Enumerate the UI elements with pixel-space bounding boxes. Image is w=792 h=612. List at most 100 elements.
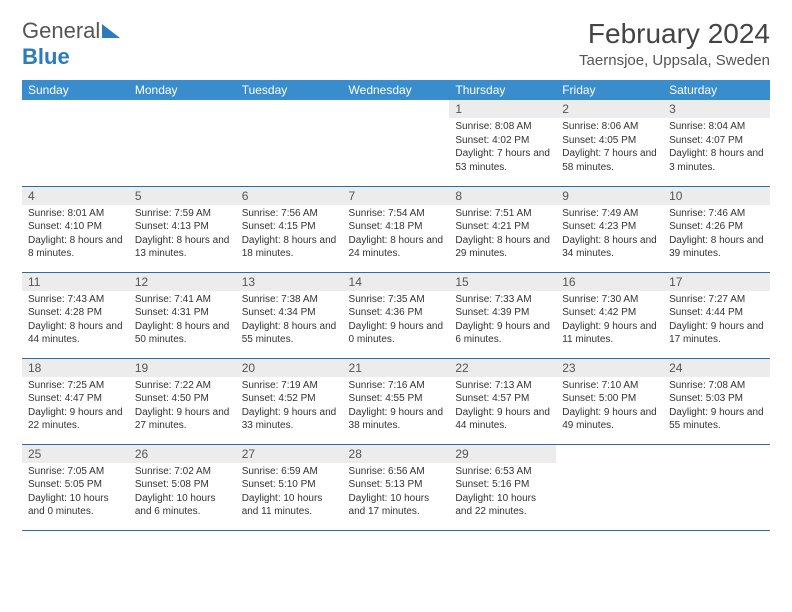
calendar-cell: 26Sunrise: 7:02 AMSunset: 5:08 PMDayligh… — [129, 444, 236, 530]
calendar-cell: 7Sunrise: 7:54 AMSunset: 4:18 PMDaylight… — [343, 186, 450, 272]
calendar-cell: 12Sunrise: 7:41 AMSunset: 4:31 PMDayligh… — [129, 272, 236, 358]
day-info: Sunrise: 7:02 AMSunset: 5:08 PMDaylight:… — [129, 463, 236, 523]
day-number: 24 — [663, 359, 770, 377]
day-number: 27 — [236, 445, 343, 463]
day-info: Sunrise: 6:53 AMSunset: 5:16 PMDaylight:… — [449, 463, 556, 523]
calendar-table: SundayMondayTuesdayWednesdayThursdayFrid… — [22, 80, 770, 531]
calendar-cell: 24Sunrise: 7:08 AMSunset: 5:03 PMDayligh… — [663, 358, 770, 444]
day-info: Sunrise: 7:43 AMSunset: 4:28 PMDaylight:… — [22, 291, 129, 351]
calendar-body: 1Sunrise: 8:08 AMSunset: 4:02 PMDaylight… — [22, 100, 770, 530]
location: Taernsjoe, Uppsala, Sweden — [579, 52, 770, 69]
calendar-cell-empty — [22, 100, 129, 186]
calendar-cell: 22Sunrise: 7:13 AMSunset: 4:57 PMDayligh… — [449, 358, 556, 444]
weekday-header: Sunday — [22, 80, 129, 100]
weekday-header: Tuesday — [236, 80, 343, 100]
day-number: 15 — [449, 273, 556, 291]
day-info: Sunrise: 7:27 AMSunset: 4:44 PMDaylight:… — [663, 291, 770, 351]
day-number: 7 — [343, 187, 450, 205]
day-number: 29 — [449, 445, 556, 463]
day-info: Sunrise: 7:10 AMSunset: 5:00 PMDaylight:… — [556, 377, 663, 437]
calendar-cell-empty — [129, 100, 236, 186]
day-number: 21 — [343, 359, 450, 377]
calendar-row: 25Sunrise: 7:05 AMSunset: 5:05 PMDayligh… — [22, 444, 770, 530]
day-info: Sunrise: 7:16 AMSunset: 4:55 PMDaylight:… — [343, 377, 450, 437]
brand-triangle-icon — [102, 24, 120, 38]
day-number: 13 — [236, 273, 343, 291]
day-number: 20 — [236, 359, 343, 377]
calendar-cell: 4Sunrise: 8:01 AMSunset: 4:10 PMDaylight… — [22, 186, 129, 272]
calendar-cell: 16Sunrise: 7:30 AMSunset: 4:42 PMDayligh… — [556, 272, 663, 358]
calendar-row: 1Sunrise: 8:08 AMSunset: 4:02 PMDaylight… — [22, 100, 770, 186]
weekday-header: Thursday — [449, 80, 556, 100]
day-info: Sunrise: 8:04 AMSunset: 4:07 PMDaylight:… — [663, 118, 770, 178]
day-number: 1 — [449, 100, 556, 118]
day-info: Sunrise: 7:33 AMSunset: 4:39 PMDaylight:… — [449, 291, 556, 351]
calendar-head: SundayMondayTuesdayWednesdayThursdayFrid… — [22, 80, 770, 100]
day-number: 17 — [663, 273, 770, 291]
day-info: Sunrise: 7:38 AMSunset: 4:34 PMDaylight:… — [236, 291, 343, 351]
calendar-cell: 6Sunrise: 7:56 AMSunset: 4:15 PMDaylight… — [236, 186, 343, 272]
day-info: Sunrise: 7:08 AMSunset: 5:03 PMDaylight:… — [663, 377, 770, 437]
brand-part1: General — [22, 18, 100, 43]
day-number: 4 — [22, 187, 129, 205]
calendar-cell: 8Sunrise: 7:51 AMSunset: 4:21 PMDaylight… — [449, 186, 556, 272]
day-info: Sunrise: 7:56 AMSunset: 4:15 PMDaylight:… — [236, 205, 343, 265]
day-number: 25 — [22, 445, 129, 463]
day-info: Sunrise: 8:01 AMSunset: 4:10 PMDaylight:… — [22, 205, 129, 265]
calendar-cell: 29Sunrise: 6:53 AMSunset: 5:16 PMDayligh… — [449, 444, 556, 530]
day-info: Sunrise: 7:35 AMSunset: 4:36 PMDaylight:… — [343, 291, 450, 351]
day-info: Sunrise: 7:22 AMSunset: 4:50 PMDaylight:… — [129, 377, 236, 437]
header: General Blue February 2024 Taernsjoe, Up… — [22, 18, 770, 70]
day-number: 22 — [449, 359, 556, 377]
calendar-row: 4Sunrise: 8:01 AMSunset: 4:10 PMDaylight… — [22, 186, 770, 272]
month-title: February 2024 — [579, 18, 770, 50]
calendar-cell-empty — [236, 100, 343, 186]
day-info: Sunrise: 7:19 AMSunset: 4:52 PMDaylight:… — [236, 377, 343, 437]
calendar-cell: 14Sunrise: 7:35 AMSunset: 4:36 PMDayligh… — [343, 272, 450, 358]
calendar-row: 18Sunrise: 7:25 AMSunset: 4:47 PMDayligh… — [22, 358, 770, 444]
day-number: 11 — [22, 273, 129, 291]
calendar-cell: 5Sunrise: 7:59 AMSunset: 4:13 PMDaylight… — [129, 186, 236, 272]
day-number: 19 — [129, 359, 236, 377]
day-number: 9 — [556, 187, 663, 205]
day-info: Sunrise: 7:59 AMSunset: 4:13 PMDaylight:… — [129, 205, 236, 265]
weekday-header: Saturday — [663, 80, 770, 100]
calendar-cell: 28Sunrise: 6:56 AMSunset: 5:13 PMDayligh… — [343, 444, 450, 530]
calendar-cell: 27Sunrise: 6:59 AMSunset: 5:10 PMDayligh… — [236, 444, 343, 530]
day-number: 28 — [343, 445, 450, 463]
day-info: Sunrise: 8:08 AMSunset: 4:02 PMDaylight:… — [449, 118, 556, 178]
calendar-cell: 19Sunrise: 7:22 AMSunset: 4:50 PMDayligh… — [129, 358, 236, 444]
calendar-cell: 15Sunrise: 7:33 AMSunset: 4:39 PMDayligh… — [449, 272, 556, 358]
calendar-cell: 10Sunrise: 7:46 AMSunset: 4:26 PMDayligh… — [663, 186, 770, 272]
brand-logo: General Blue — [22, 18, 120, 70]
day-info: Sunrise: 6:56 AMSunset: 5:13 PMDaylight:… — [343, 463, 450, 523]
calendar-row: 11Sunrise: 7:43 AMSunset: 4:28 PMDayligh… — [22, 272, 770, 358]
day-number: 18 — [22, 359, 129, 377]
day-info: Sunrise: 7:41 AMSunset: 4:31 PMDaylight:… — [129, 291, 236, 351]
day-info: Sunrise: 7:49 AMSunset: 4:23 PMDaylight:… — [556, 205, 663, 265]
day-number: 10 — [663, 187, 770, 205]
calendar-cell: 25Sunrise: 7:05 AMSunset: 5:05 PMDayligh… — [22, 444, 129, 530]
day-info: Sunrise: 7:25 AMSunset: 4:47 PMDaylight:… — [22, 377, 129, 437]
day-number: 6 — [236, 187, 343, 205]
calendar-cell: 20Sunrise: 7:19 AMSunset: 4:52 PMDayligh… — [236, 358, 343, 444]
calendar-cell: 21Sunrise: 7:16 AMSunset: 4:55 PMDayligh… — [343, 358, 450, 444]
day-info: Sunrise: 7:54 AMSunset: 4:18 PMDaylight:… — [343, 205, 450, 265]
day-number: 2 — [556, 100, 663, 118]
brand-text: General Blue — [22, 18, 120, 70]
day-info: Sunrise: 6:59 AMSunset: 5:10 PMDaylight:… — [236, 463, 343, 523]
calendar-cell: 2Sunrise: 8:06 AMSunset: 4:05 PMDaylight… — [556, 100, 663, 186]
day-number: 26 — [129, 445, 236, 463]
calendar-cell: 18Sunrise: 7:25 AMSunset: 4:47 PMDayligh… — [22, 358, 129, 444]
day-info: Sunrise: 7:46 AMSunset: 4:26 PMDaylight:… — [663, 205, 770, 265]
day-info: Sunrise: 7:05 AMSunset: 5:05 PMDaylight:… — [22, 463, 129, 523]
day-number: 5 — [129, 187, 236, 205]
calendar-cell: 11Sunrise: 7:43 AMSunset: 4:28 PMDayligh… — [22, 272, 129, 358]
day-number: 12 — [129, 273, 236, 291]
day-number: 23 — [556, 359, 663, 377]
calendar-cell: 13Sunrise: 7:38 AMSunset: 4:34 PMDayligh… — [236, 272, 343, 358]
brand-part2: Blue — [22, 44, 70, 69]
day-info: Sunrise: 7:13 AMSunset: 4:57 PMDaylight:… — [449, 377, 556, 437]
day-number: 8 — [449, 187, 556, 205]
calendar-cell-empty — [556, 444, 663, 530]
